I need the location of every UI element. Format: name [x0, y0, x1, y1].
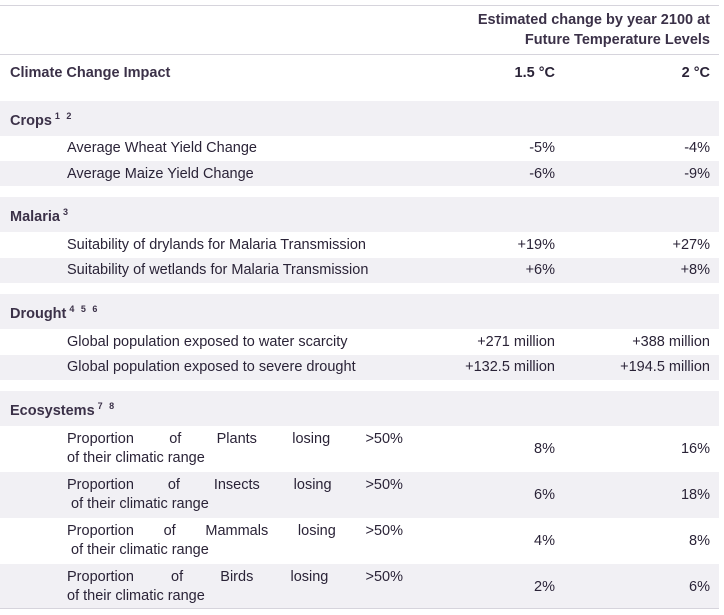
label-word: Proportion	[67, 569, 134, 585]
section-header-malaria: Malaria 3	[0, 197, 719, 232]
row-label: Global population exposed to severe drou…	[67, 359, 356, 375]
value-2c: +388 million	[632, 334, 710, 350]
value-2c: -9%	[684, 166, 710, 182]
table-row: Proportion of Plants losing >50% of thei…	[0, 426, 719, 472]
label-line2: of their climatic range	[71, 496, 209, 512]
label-word: of	[171, 569, 184, 585]
top-rule	[0, 5, 719, 6]
table-row: Proportion of Insects losing >50% of the…	[0, 472, 719, 518]
value-1-5c: +132.5 million	[465, 359, 555, 375]
label-word: Birds	[220, 569, 254, 585]
row-label: Proportion of Plants losing >50% of thei…	[67, 430, 403, 468]
header-title-line1: Estimated change by year 2100 at	[477, 12, 710, 28]
table-row: Suitability of wetlands for Malaria Tran…	[0, 258, 719, 283]
label-word: >50%	[365, 569, 404, 585]
value-2c: -4%	[684, 140, 710, 156]
column-header-row: Climate Change Impact 1.5 °C 2 °C	[0, 55, 719, 93]
header-title: Estimated change by year 2100 at Future …	[478, 10, 710, 50]
header-rule	[0, 54, 719, 55]
label-word: >50%	[365, 477, 403, 493]
malaria-footnote-refs: 3	[62, 207, 70, 217]
label-word: >50%	[365, 431, 403, 447]
section-header-crops: Crops 1 2	[0, 101, 719, 136]
header-title-line2: Future Temperature Levels	[524, 32, 710, 48]
value-1-5c: +19%	[517, 237, 556, 253]
value-1-5c: 8%	[534, 441, 555, 457]
row-label: Proportion of Birds losing >50% of their…	[67, 568, 403, 606]
label-word: of	[167, 477, 180, 493]
label-line2: of their climatic range	[71, 542, 209, 558]
row-label: Proportion of Mammals losing >50% of the…	[67, 522, 403, 560]
table-row: Average Wheat Yield Change -5% -4%	[0, 136, 719, 161]
ecosystems-footnote-refs: 7 8	[97, 401, 117, 411]
value-1-5c: +271 million	[477, 334, 555, 350]
label-word: Proportion	[67, 431, 134, 447]
value-2c: +194.5 million	[620, 359, 710, 375]
crops-footnote-refs: 1 2	[54, 111, 74, 121]
label-word: losing	[293, 477, 332, 493]
label-word: of	[163, 523, 176, 539]
label-word: losing	[290, 569, 329, 585]
label-word: Mammals	[205, 523, 269, 539]
section-header-ecosystems: Ecosystems 7 8	[0, 391, 719, 426]
value-1-5c: 6%	[534, 487, 555, 503]
value-2c: 18%	[680, 487, 710, 503]
value-2c: +8%	[680, 262, 710, 278]
table-header: Estimated change by year 2100 at Future …	[0, 6, 719, 54]
section-title-malaria: Malaria	[10, 208, 60, 225]
label-word: Plants	[216, 431, 257, 447]
label-line2: of their climatic range	[67, 450, 205, 466]
table-row: Proportion of Birds losing >50% of their…	[0, 564, 719, 608]
table-row: Proportion of Mammals losing >50% of the…	[0, 518, 719, 564]
label-line2: of their climatic range	[67, 588, 205, 604]
value-2c: 6%	[689, 579, 710, 595]
section-title-crops: Crops	[10, 112, 52, 129]
label-word: Proportion	[67, 477, 134, 493]
value-1-5c: 4%	[534, 533, 555, 549]
label-word: losing	[297, 523, 336, 539]
table-row: Average Maize Yield Change -6% -9%	[0, 161, 719, 186]
value-1-5c: -5%	[529, 140, 555, 156]
column-header-2c: 2 °C	[681, 65, 710, 81]
value-1-5c: -6%	[529, 166, 555, 182]
label-word: Proportion	[67, 523, 134, 539]
table-row: Global population exposed to severe drou…	[0, 355, 719, 380]
row-label: Suitability of drylands for Malaria Tran…	[67, 237, 366, 253]
row-label: Global population exposed to water scarc…	[67, 334, 348, 350]
label-word: >50%	[365, 523, 403, 539]
table-row: Suitability of drylands for Malaria Tran…	[0, 232, 719, 258]
value-2c: +27%	[672, 237, 711, 253]
label-word: Insects	[213, 477, 260, 493]
row-label: Proportion of Insects losing >50% of the…	[67, 476, 403, 514]
row-label: Average Wheat Yield Change	[67, 140, 257, 156]
value-1-5c: 2%	[534, 579, 555, 595]
row-label: Suitability of wetlands for Malaria Tran…	[67, 262, 369, 278]
value-2c: 16%	[680, 441, 710, 457]
value-1-5c: +6%	[525, 262, 555, 278]
section-header-drought: Drought 4 5 6	[0, 294, 719, 329]
drought-footnote-refs: 4 5 6	[69, 304, 100, 314]
table-row: Global population exposed to water scarc…	[0, 329, 719, 355]
section-title-drought: Drought	[10, 305, 67, 322]
label-word: of	[169, 431, 182, 447]
value-2c: 8%	[689, 533, 710, 549]
label-word: losing	[292, 431, 331, 447]
row-label: Average Maize Yield Change	[67, 166, 254, 182]
column-header-impact: Climate Change Impact	[10, 65, 171, 81]
section-title-ecosystems: Ecosystems	[10, 402, 95, 419]
column-header-1-5c: 1.5 °C	[514, 65, 555, 81]
bottom-rule	[0, 608, 719, 609]
